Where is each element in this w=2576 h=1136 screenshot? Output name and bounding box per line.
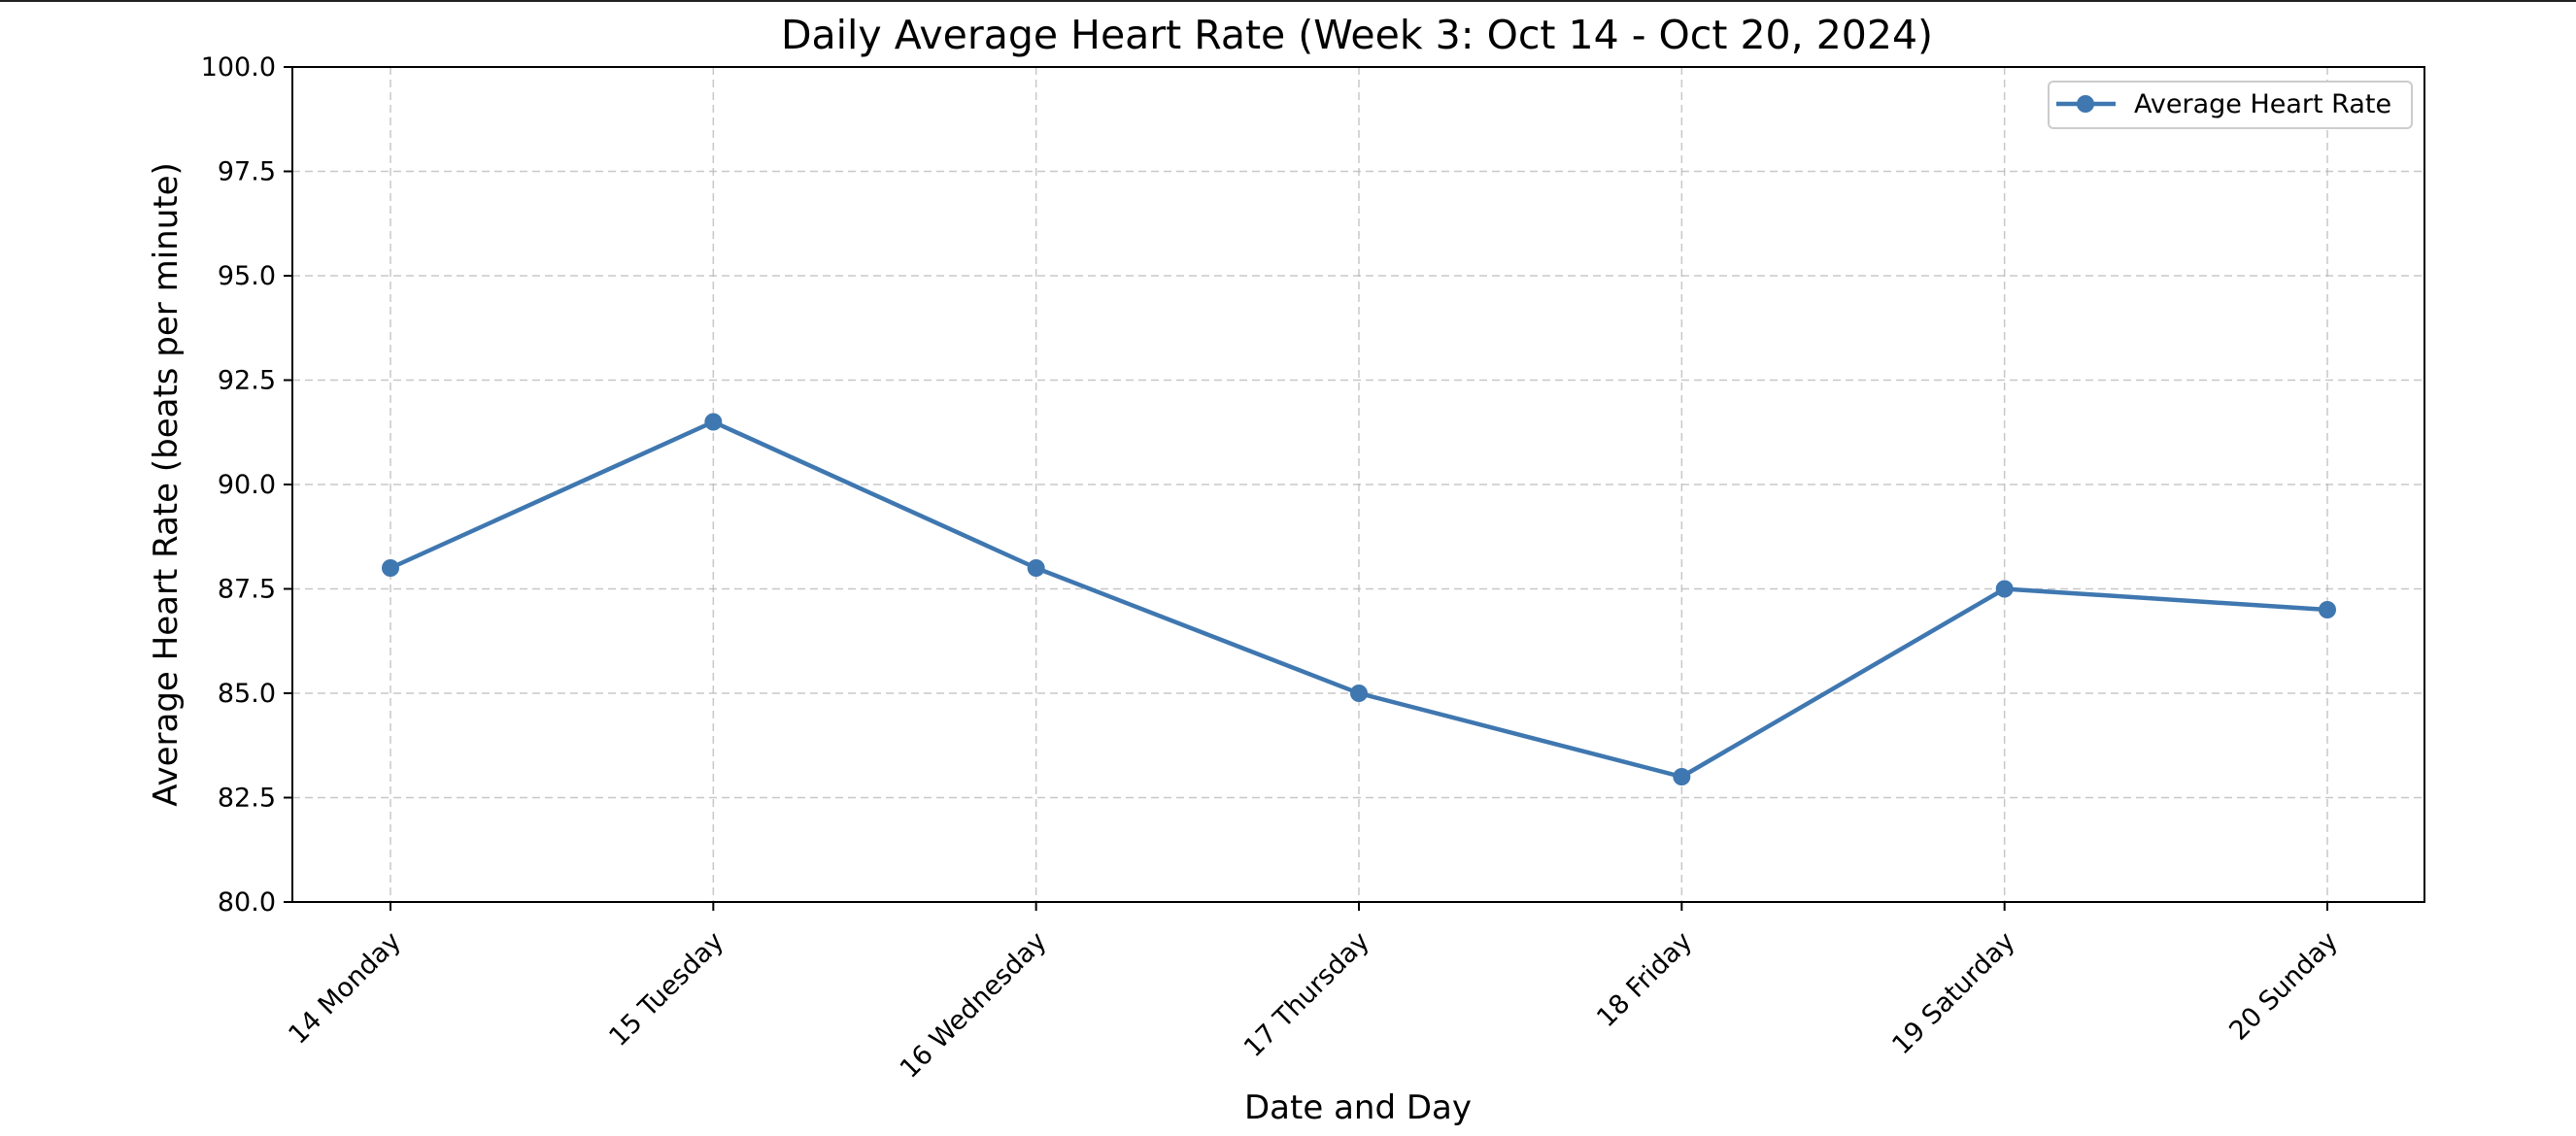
x-tick-label: 19 Saturday: [1886, 926, 2020, 1060]
y-tick-label: 85.0: [218, 679, 276, 709]
x-tick-label: 14 Monday: [283, 926, 407, 1051]
x-tick-label: 18 Friday: [1591, 926, 1698, 1033]
y-tick-label: 90.0: [218, 470, 276, 500]
series: [382, 413, 2336, 785]
x-tick-label: 16 Wednesday: [895, 926, 1053, 1085]
y-axis-label: Average Heart Rate (beats per minute): [147, 162, 186, 807]
data-point: [1027, 559, 1045, 577]
top-border: [0, 0, 2576, 2]
data-point: [382, 559, 399, 577]
legend-box: [2048, 81, 2413, 129]
x-tick-label: 20 Sunday: [2223, 926, 2344, 1047]
y-tick-label: 87.5: [218, 575, 276, 605]
data-point: [1350, 685, 1368, 702]
x-axis: 14 Monday 15 Tuesday 16 Wednesday 17 Thursd…: [283, 902, 2344, 1085]
legend-marker-swatch: [2077, 95, 2094, 113]
legend-label: Average Heart Rate: [2134, 89, 2391, 119]
data-point: [704, 413, 723, 431]
data-point: [2319, 601, 2336, 618]
x-tick-label: 17 Thursday: [1238, 926, 1375, 1063]
legend: Average Heart Rate: [2048, 81, 2413, 129]
grid: [292, 66, 2424, 903]
x-axis-label: Date and Day: [1244, 1088, 1472, 1127]
y-tick-label: 100.0: [201, 52, 276, 83]
y-tick-label: 80.0: [218, 887, 276, 918]
y-axis: 80.0 82.5 85.0 87.5 90.0 92.5 95.0 97.5 100.0: [201, 52, 292, 918]
y-tick-label: 82.5: [218, 784, 276, 814]
y-tick-label: 97.5: [218, 157, 276, 187]
x-tick-label: 15 Tuesday: [603, 926, 729, 1052]
data-point: [1673, 768, 1691, 785]
y-tick-label: 92.5: [218, 366, 276, 396]
data-point: [1995, 580, 2014, 598]
y-tick-label: 95.0: [218, 261, 276, 291]
chart-title: Daily Average Heart Rate (Week 3: Oct 14…: [781, 12, 1933, 58]
